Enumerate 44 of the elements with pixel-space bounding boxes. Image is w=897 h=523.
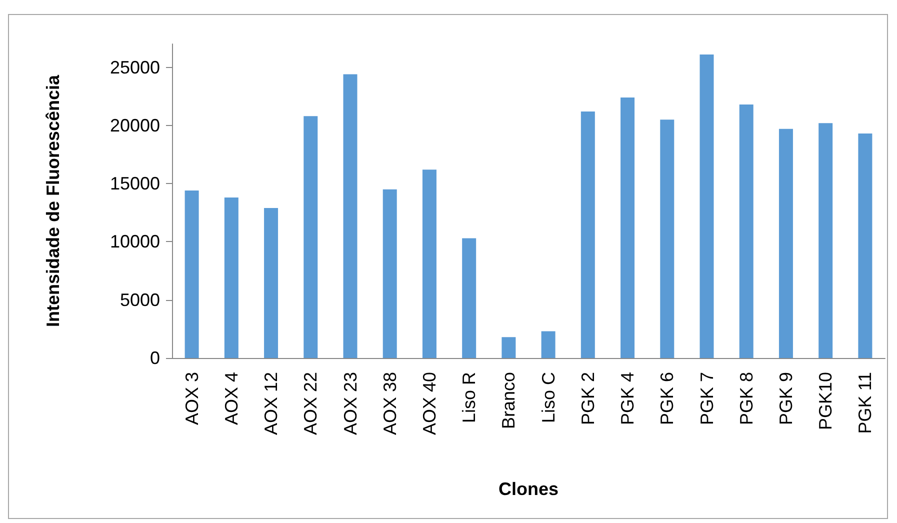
bar <box>858 134 872 358</box>
x-tick-label: AOX 3 <box>182 372 202 426</box>
y-axis-title: Intensidade de Fluorescência <box>43 74 63 328</box>
x-tick-label: Branco <box>498 372 519 430</box>
bar <box>620 97 635 358</box>
bar <box>304 116 318 358</box>
bar <box>382 189 397 358</box>
bar <box>541 331 556 358</box>
x-tick-label: PGK 4 <box>618 372 638 426</box>
bar <box>462 238 476 358</box>
bar <box>739 104 754 358</box>
bar <box>778 128 793 358</box>
bar <box>343 74 358 358</box>
bar <box>264 208 278 358</box>
x-tick-label: AOX 40 <box>419 372 440 436</box>
bar <box>184 190 199 358</box>
y-tick-label: 10000 <box>110 232 160 252</box>
x-tick-label: PGK 9 <box>776 372 796 426</box>
y-tick-label: 20000 <box>110 115 160 136</box>
bar <box>224 198 238 358</box>
x-tick-label: AOX 4 <box>221 372 242 426</box>
x-tick-label: PGK 8 <box>736 372 756 426</box>
x-tick-label: PGK 2 <box>578 372 598 426</box>
x-tick-label: PGK10 <box>816 372 836 430</box>
x-axis-title: Clones <box>498 479 559 499</box>
x-tick-label: Liso C <box>538 372 558 424</box>
x-tick-label: AOX 38 <box>380 372 400 436</box>
y-tick-label: 0 <box>150 348 160 368</box>
x-tick-label: PGK 7 <box>696 372 717 426</box>
bar <box>660 120 674 358</box>
bar <box>502 337 516 358</box>
bar <box>580 111 595 358</box>
x-tick-label: AOX 22 <box>300 372 321 436</box>
y-tick-label: 5000 <box>120 290 160 310</box>
x-tick-label: Liso R <box>459 372 480 424</box>
bar <box>422 170 436 358</box>
y-tick-label: 25000 <box>110 57 160 78</box>
bar <box>818 123 833 358</box>
x-tick-label: AOX 23 <box>340 372 360 436</box>
bar <box>700 54 714 358</box>
x-tick-label: PGK 11 <box>855 372 876 434</box>
x-tick-label: PGK 6 <box>657 372 678 426</box>
y-tick-label: 15000 <box>110 174 160 194</box>
x-tick-label: AOX 12 <box>261 372 282 436</box>
